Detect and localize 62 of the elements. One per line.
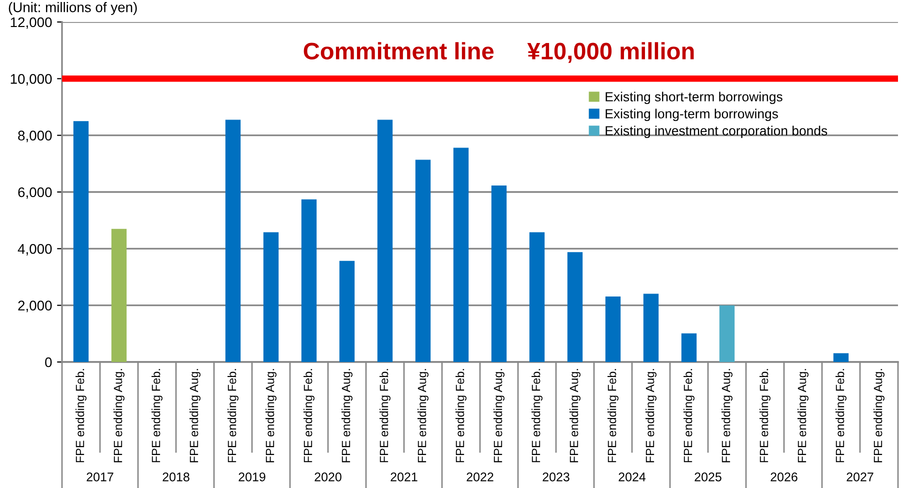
x-tick-label: FPE endding Feb. xyxy=(303,369,315,462)
bar xyxy=(377,120,393,362)
bar xyxy=(339,260,355,362)
x-tick-label: FPE endding Aug. xyxy=(341,369,353,462)
x-tick-label: FPE endding Aug. xyxy=(494,369,505,462)
x-tick-label: FPE endding Feb. xyxy=(759,369,771,462)
bar xyxy=(833,353,849,362)
text: 2027 xyxy=(846,472,874,482)
x-tick-label: FPE endding Feb. xyxy=(152,369,163,462)
bar xyxy=(643,294,659,362)
bar xyxy=(453,148,469,362)
text: 2024 xyxy=(618,472,646,482)
y-tick-label: 10,000 xyxy=(10,74,52,86)
x-tick-label: FPE endding Aug. xyxy=(190,369,201,462)
bar xyxy=(491,185,507,362)
ref-line-label: Commitment line ¥10,000 million xyxy=(304,42,694,63)
x-tick-label: FPE endding Aug. xyxy=(797,369,809,462)
legend-label: Existing investment corporation bonds xyxy=(606,126,828,138)
x-tick-label: FPE endding Aug. xyxy=(418,369,429,462)
x-tick-label: FPE endding Feb. xyxy=(76,369,87,462)
x-tick-label: FPE endding Feb. xyxy=(835,369,846,462)
text: 2025 xyxy=(694,472,722,482)
bar xyxy=(681,333,697,362)
y-tick-label: 4,000 xyxy=(18,244,52,256)
x-tick-label: FPE endding Aug. xyxy=(874,369,885,462)
x-tick-label: FPE endding Aug. xyxy=(114,369,124,462)
x-tick-label: FPE endding Feb. xyxy=(683,369,695,462)
x-tick-label: FPE endding Feb. xyxy=(379,369,391,462)
bar xyxy=(263,232,279,362)
bar xyxy=(567,252,583,362)
bar xyxy=(415,160,431,362)
x-tick-label: FPE endding Feb. xyxy=(531,369,543,462)
legend-label: Existing long-term borrowings xyxy=(606,108,778,122)
bar xyxy=(529,232,545,362)
y-tick-label: 2,000 xyxy=(18,300,52,312)
x-tick-label: FPE endding Aug. xyxy=(266,369,277,462)
x-tick-label: FPE endding Feb. xyxy=(455,369,467,462)
y-tick-label: 6,000 xyxy=(18,187,52,199)
y-tick-label: 0 xyxy=(45,357,52,368)
y-tick-label: 8,000 xyxy=(18,130,52,142)
bar xyxy=(605,296,621,362)
text: 2017 xyxy=(86,472,114,482)
legend-label: Existing short-term borrowings xyxy=(606,92,782,104)
text: 2023 xyxy=(542,472,570,482)
text: 2022 xyxy=(466,472,494,482)
y-tick-label: 12,000 xyxy=(10,17,52,29)
bar xyxy=(225,120,241,362)
x-tick-label: FPE endding Aug. xyxy=(646,369,657,462)
text: 2018 xyxy=(162,472,190,482)
text: 2019 xyxy=(238,472,266,482)
text: 2026 xyxy=(770,472,798,482)
text: (Unit: millions of yen) xyxy=(8,2,137,15)
bar xyxy=(111,228,127,362)
x-tick-label: FPE endding Aug. xyxy=(570,369,581,462)
bar xyxy=(719,305,735,362)
bar xyxy=(73,121,89,362)
x-tick-label: FPE endding Aug. xyxy=(722,369,733,462)
text: 2021 xyxy=(390,472,418,482)
text: 2020 xyxy=(314,472,342,482)
x-tick-label: FPE endding Feb. xyxy=(228,369,239,462)
bar xyxy=(301,199,317,362)
x-tick-label: FPE endding Feb. xyxy=(607,369,619,462)
